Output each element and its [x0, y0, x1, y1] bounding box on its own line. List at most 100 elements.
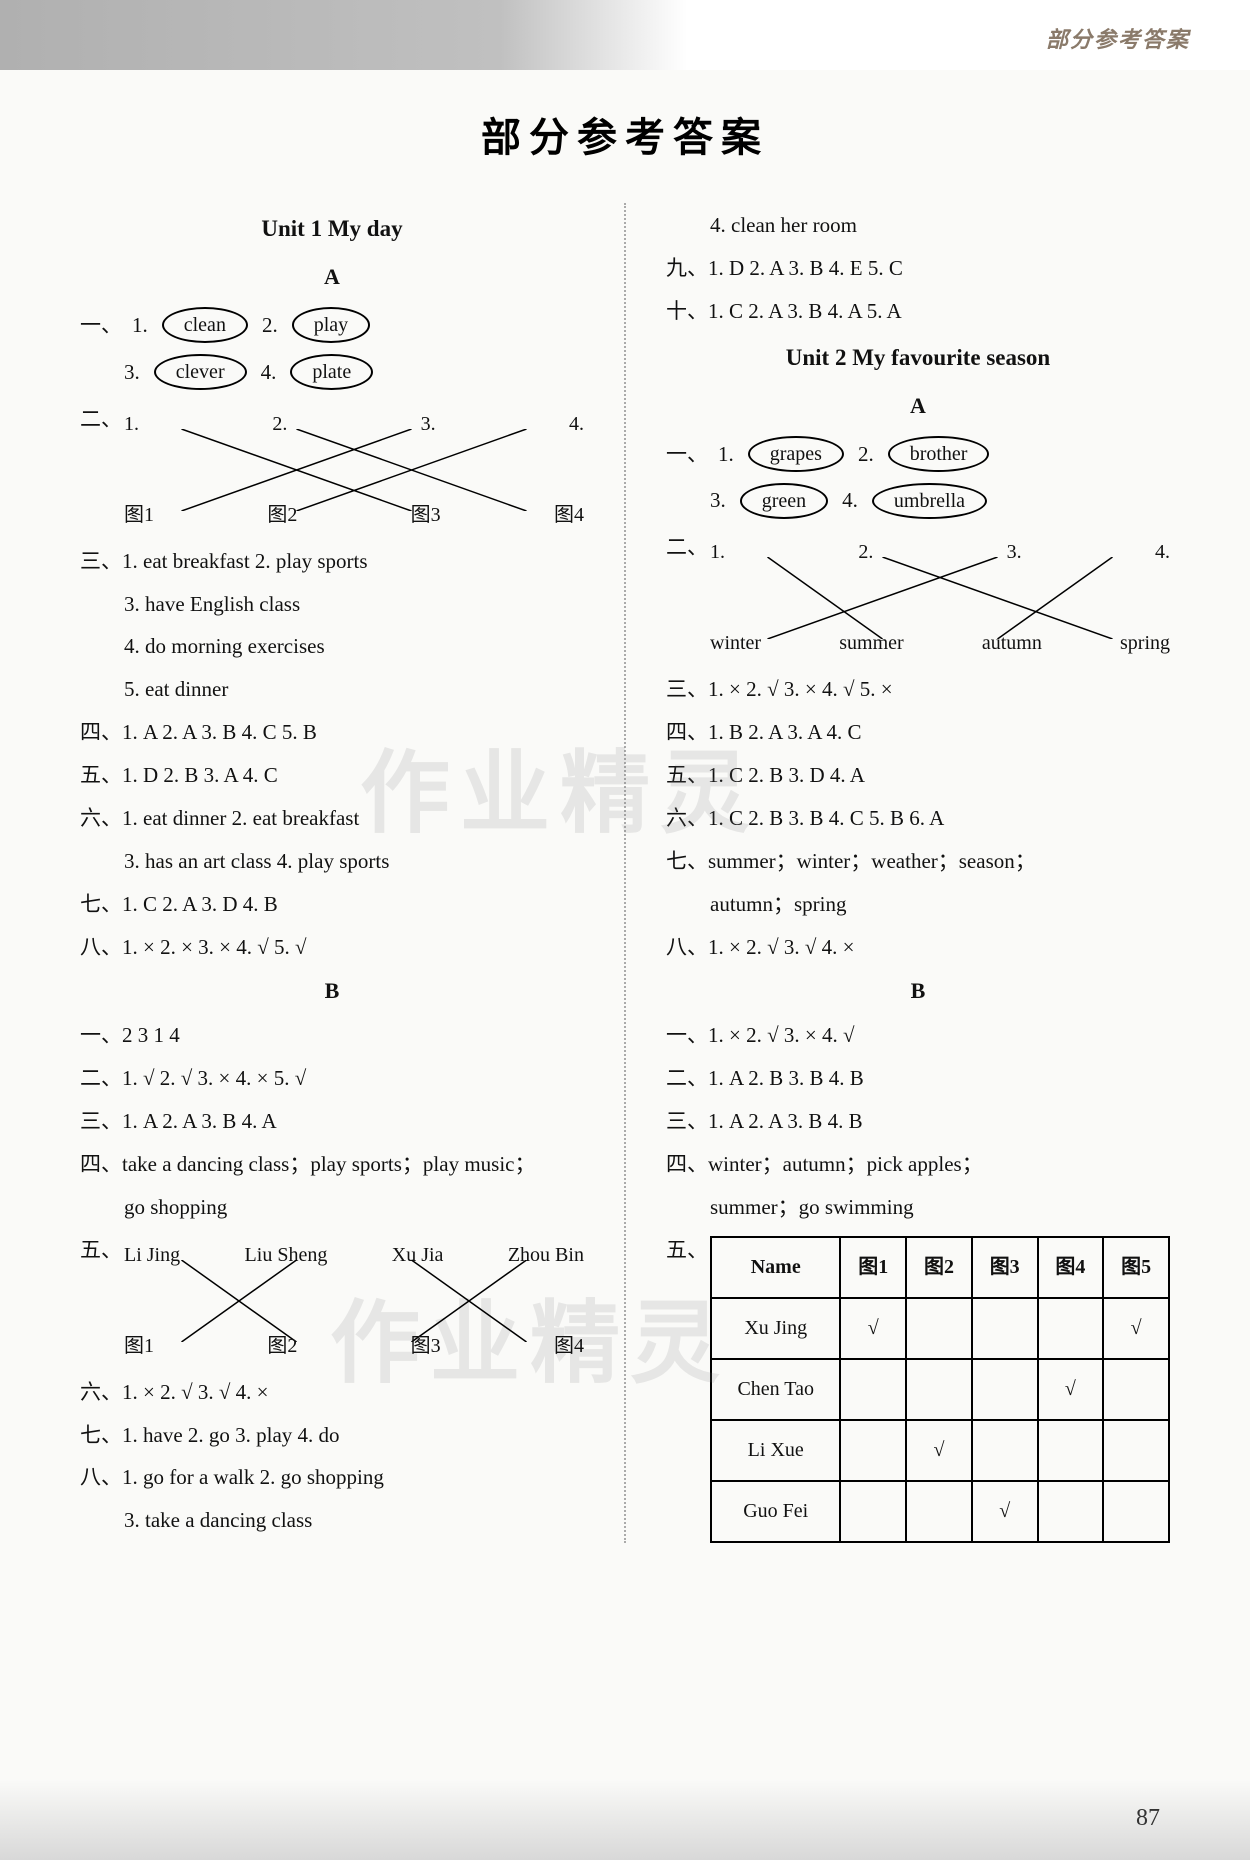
ans: 5. eat dinner — [80, 669, 584, 710]
num: 2. — [262, 305, 278, 346]
oval-word: plate — [290, 354, 373, 390]
cb: 图2 — [267, 1327, 297, 1366]
right-column: 4. clean her room 九、1. D 2. A 3. B 4. E … — [666, 203, 1170, 1543]
ans: 七、1. have 2. go 3. play 4. do — [80, 1415, 584, 1456]
td: √ — [906, 1420, 972, 1481]
ans: 3. has an art class 4. play sports — [80, 841, 584, 882]
td — [972, 1420, 1038, 1481]
oval-word: green — [740, 483, 828, 519]
num: 1. — [718, 434, 734, 475]
footer-decoration — [0, 1780, 1250, 1860]
ans: 二、1. √ 2. √ 3. × 4. × 5. √ — [80, 1058, 584, 1099]
table-body: Xu Jing√√Chen Tao√Li Xue√Guo Fei√ — [711, 1298, 1169, 1542]
unit2-part-a: A — [666, 385, 1170, 428]
u2-q1-row2: 3. green 4. umbrella — [666, 480, 1170, 521]
td — [906, 1359, 972, 1420]
ans: 四、1. B 2. A 3. A 4. C — [666, 712, 1170, 753]
ans: 六、1. C 2. B 3. B 4. C 5. B 6. A — [666, 798, 1170, 839]
cb: 图3 — [411, 496, 441, 535]
ans: 五、1. D 2. B 3. A 4. C — [80, 755, 584, 796]
u1-q1-row1: 一、 1. clean 2. play — [80, 305, 584, 346]
cb: 图2 — [267, 496, 297, 535]
ans: 八、1. × 2. √ 3. √ 4. × — [666, 927, 1170, 968]
cross-bot: 图1 图2 图3 图4 — [124, 496, 584, 535]
td: Chen Tao — [711, 1359, 840, 1420]
cb: winter — [710, 624, 761, 663]
table-row: Xu Jing√√ — [711, 1298, 1169, 1359]
td — [1103, 1420, 1169, 1481]
q-prefix: 五、 — [666, 1230, 710, 1271]
cb: 图3 — [411, 1327, 441, 1366]
num: 4. — [261, 352, 277, 393]
cb: 图1 — [124, 496, 154, 535]
td: √ — [1038, 1359, 1104, 1420]
unit1-part-b: B — [80, 970, 584, 1013]
u2-b5-wrap: 五、 Name 图1 图2 图3 图4 图5 Xu Jing√√Chen Tao… — [666, 1230, 1170, 1543]
ans: autumn；spring — [666, 884, 1170, 925]
cross-bot: winter summer autumn spring — [710, 624, 1170, 663]
th: 图3 — [972, 1237, 1038, 1298]
th: 图5 — [1103, 1237, 1169, 1298]
u1-q2-crossbox: 1. 2. 3. 4. 图1 图2 图3 图4 — [124, 405, 584, 535]
td — [906, 1481, 972, 1542]
th: 图2 — [906, 1237, 972, 1298]
ans: 五、1. C 2. B 3. D 4. A — [666, 755, 1170, 796]
ans: 十、1. C 2. A 3. B 4. A 5. A — [666, 291, 1170, 332]
td — [840, 1359, 906, 1420]
ans: 四、1. A 2. A 3. B 4. C 5. B — [80, 712, 584, 753]
u1-q1-row2: 3. clever 4. plate — [80, 352, 584, 393]
ans: summer；go swimming — [666, 1187, 1170, 1228]
ans: 九、1. D 2. A 3. B 4. E 5. C — [666, 248, 1170, 289]
header-tab: 部分参考答案 — [1046, 22, 1190, 54]
ans: 四、winter；autumn；pick apples； — [666, 1144, 1170, 1185]
ans: 六、1. eat dinner 2. eat breakfast — [80, 798, 584, 839]
td: √ — [972, 1481, 1038, 1542]
oval-word: clever — [154, 354, 247, 390]
cb: 图4 — [554, 1327, 584, 1366]
ans: 四、take a dancing class；play sports；play … — [80, 1144, 584, 1185]
u2-q2-wrap: 二、 1. 2. 3. 4. winter summer autumn spri… — [666, 527, 1170, 667]
q-prefix: 二、 — [80, 399, 124, 539]
th: 图4 — [1038, 1237, 1104, 1298]
td: √ — [840, 1298, 906, 1359]
oval-word: clean — [162, 307, 248, 343]
ans: 4. clean her room — [666, 205, 1170, 246]
ans: 一、2 3 1 4 — [80, 1015, 584, 1056]
table-row: Chen Tao √ — [711, 1359, 1169, 1420]
td — [1038, 1298, 1104, 1359]
page: 部分参考答案 部分参考答案 作业精灵 作业精灵 Unit 1 My day A … — [0, 0, 1250, 1860]
td — [840, 1481, 906, 1542]
cb: 图1 — [124, 1327, 154, 1366]
main-title: 部分参考答案 — [80, 105, 1170, 163]
u2-table: Name 图1 图2 图3 图4 图5 Xu Jing√√Chen Tao√Li… — [710, 1236, 1170, 1543]
ans: 三、1. eat breakfast 2. play sports — [80, 541, 584, 582]
page-number: 87 — [1136, 1805, 1160, 1832]
table-header-row: Name 图1 图2 图3 图4 图5 — [711, 1237, 1169, 1298]
ans: 八、1. go for a walk 2. go shopping — [80, 1457, 584, 1498]
oval-word: umbrella — [872, 483, 987, 519]
q-prefix: 五、 — [80, 1230, 124, 1370]
oval-word: play — [292, 307, 370, 343]
oval-word: grapes — [748, 436, 844, 472]
cb: 图4 — [554, 496, 584, 535]
cb: autumn — [982, 624, 1042, 663]
column-divider — [624, 203, 626, 1543]
ans: 六、1. × 2. √ 3. √ 4. × — [80, 1372, 584, 1413]
cb: spring — [1120, 624, 1170, 663]
td: Guo Fei — [711, 1481, 840, 1542]
ans: 二、1. A 2. B 3. B 4. B — [666, 1058, 1170, 1099]
left-column: Unit 1 My day A 一、 1. clean 2. play 3. c… — [80, 203, 584, 1543]
cross-bot: 图1 图2 图3 图4 — [124, 1327, 584, 1366]
table-row: Li Xue√ — [711, 1420, 1169, 1481]
td — [1038, 1420, 1104, 1481]
unit2-part-b: B — [666, 970, 1170, 1013]
ans: 七、summer；winter；weather；season； — [666, 841, 1170, 882]
ans: 一、1. × 2. √ 3. × 4. √ — [666, 1015, 1170, 1056]
td — [906, 1298, 972, 1359]
td — [1103, 1481, 1169, 1542]
td — [972, 1359, 1038, 1420]
content-columns: Unit 1 My day A 一、 1. clean 2. play 3. c… — [80, 203, 1170, 1543]
td: √ — [1103, 1298, 1169, 1359]
ans: 三、1. × 2. √ 3. × 4. √ 5. × — [666, 669, 1170, 710]
ans: 三、1. A 2. A 3. B 4. A — [80, 1101, 584, 1142]
